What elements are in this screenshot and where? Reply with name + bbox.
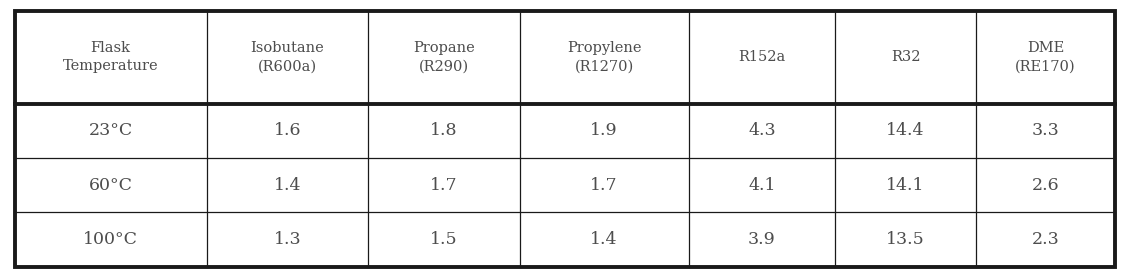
- Text: 23°C: 23°C: [88, 122, 133, 140]
- Text: 2.6: 2.6: [1032, 177, 1060, 194]
- Text: 1.4: 1.4: [273, 177, 302, 194]
- Text: 1.5: 1.5: [431, 231, 458, 248]
- Text: Propylene
(R1270): Propylene (R1270): [567, 41, 642, 73]
- Text: 1.7: 1.7: [590, 177, 618, 194]
- Text: 14.1: 14.1: [886, 177, 924, 194]
- Text: Flask
Temperature: Flask Temperature: [63, 41, 158, 73]
- Text: 1.7: 1.7: [431, 177, 458, 194]
- Text: R32: R32: [890, 50, 920, 64]
- Text: 1.9: 1.9: [590, 122, 618, 140]
- Text: 3.9: 3.9: [748, 231, 776, 248]
- Text: 13.5: 13.5: [886, 231, 925, 248]
- Text: R152a: R152a: [738, 50, 785, 64]
- Text: DME
(RE170): DME (RE170): [1015, 41, 1076, 73]
- Text: Isobutane
(R600a): Isobutane (R600a): [251, 41, 324, 73]
- Text: 2.3: 2.3: [1032, 231, 1060, 248]
- Text: 1.8: 1.8: [431, 122, 458, 140]
- Text: 1.4: 1.4: [590, 231, 618, 248]
- Text: 1.3: 1.3: [273, 231, 302, 248]
- Text: 60°C: 60°C: [88, 177, 132, 194]
- Text: 1.6: 1.6: [273, 122, 302, 140]
- Text: 100°C: 100°C: [84, 231, 138, 248]
- Text: Propane
(R290): Propane (R290): [414, 41, 475, 73]
- Text: 4.1: 4.1: [748, 177, 775, 194]
- Text: 14.4: 14.4: [886, 122, 924, 140]
- Text: 3.3: 3.3: [1032, 122, 1060, 140]
- Text: 4.3: 4.3: [748, 122, 775, 140]
